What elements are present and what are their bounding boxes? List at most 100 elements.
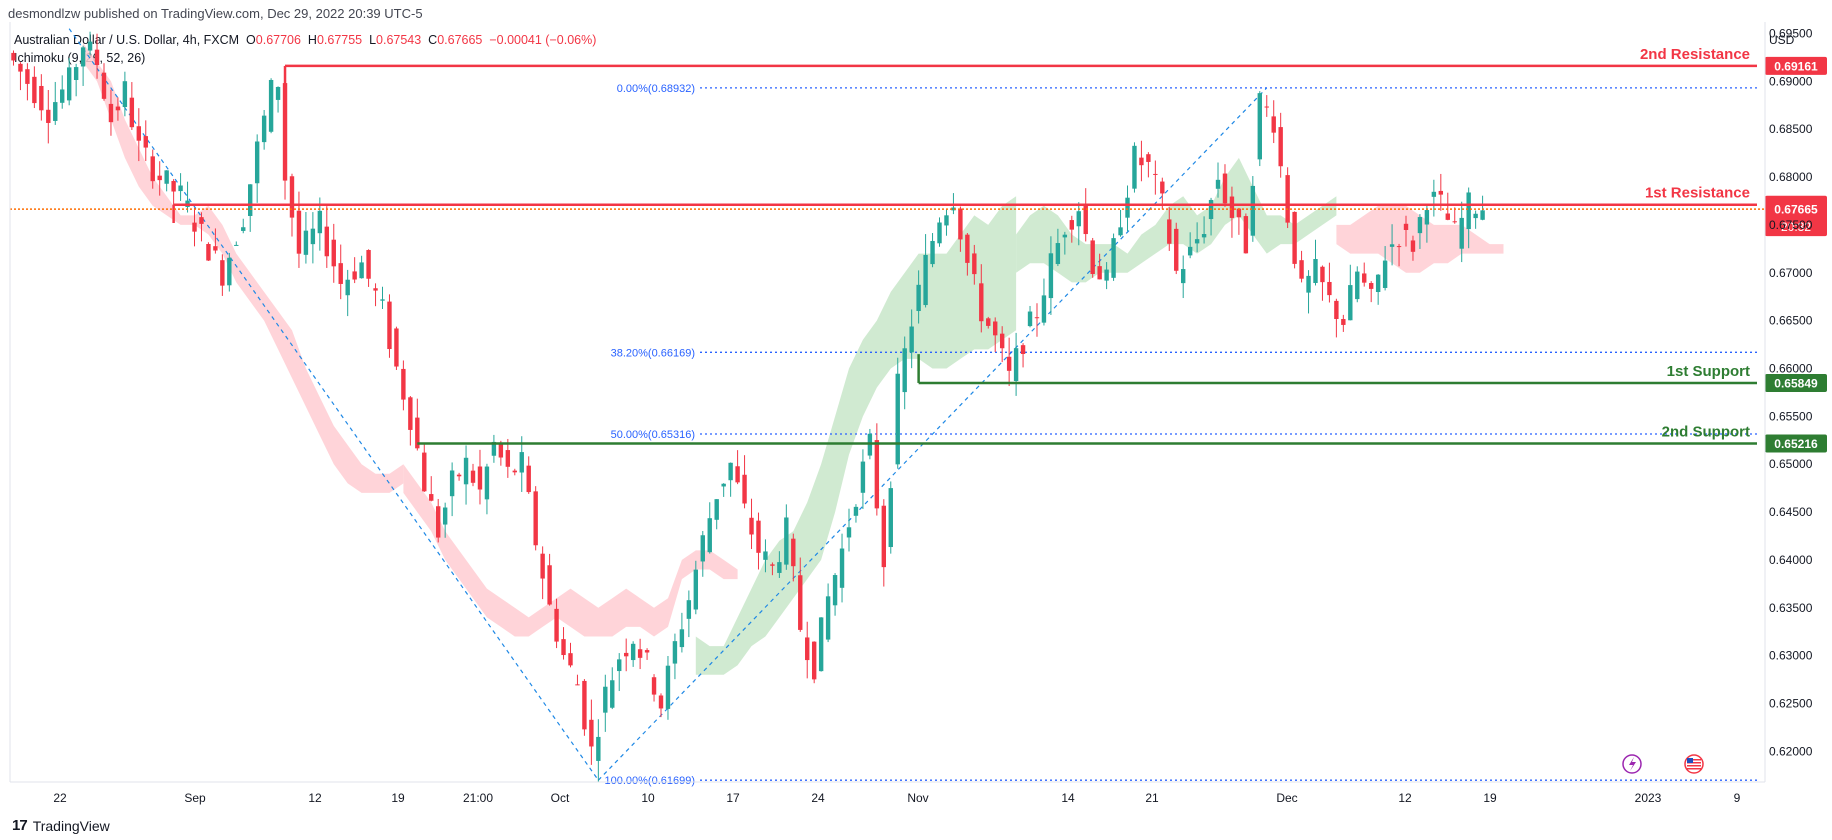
candle-body: [582, 680, 587, 730]
candle-body: [665, 665, 671, 709]
candle-body: [498, 443, 504, 458]
candle-body: [345, 279, 350, 296]
candle: [1139, 140, 1144, 182]
fib-level-label-1: 38.20%(0.66169): [611, 347, 695, 359]
candle: [115, 97, 121, 121]
candle-body: [519, 452, 524, 473]
candle: [888, 481, 893, 554]
candle-body: [449, 470, 455, 497]
y-tick-label-2: 0.68500: [1769, 122, 1813, 136]
candle-body: [1111, 238, 1116, 278]
symbol-title[interactable]: Australian Dollar / U.S. Dollar, 4h, FXC…: [14, 33, 240, 47]
candle: [129, 82, 135, 130]
cloud-segment-0: [83, 43, 404, 493]
candle-body: [171, 180, 176, 192]
candle: [944, 209, 949, 236]
candle-body: [261, 115, 267, 143]
tradingview-logo-icon: 17: [12, 817, 28, 834]
x-tick-label-8: 24: [811, 791, 825, 805]
candle: [1403, 215, 1409, 247]
candle: [561, 627, 566, 660]
candle-body: [1389, 244, 1395, 247]
candle-body: [1153, 173, 1158, 175]
candle: [157, 161, 162, 196]
candle-body: [1104, 269, 1109, 281]
candle-body: [1160, 181, 1165, 194]
candle-body: [415, 417, 420, 449]
candle-body: [422, 452, 427, 492]
candle: [324, 206, 329, 268]
candle-body: [881, 505, 887, 568]
countdown-text: 20:32: [1781, 220, 1811, 234]
candle: [665, 656, 671, 720]
candle-body: [1306, 275, 1311, 293]
candle: [1153, 160, 1158, 195]
candle-body: [742, 474, 747, 504]
candle: [317, 197, 323, 251]
candle-body: [268, 79, 274, 132]
level-label-2: 1st Support: [1667, 363, 1750, 380]
candle: [993, 317, 998, 352]
candle-body: [575, 684, 580, 686]
candle-body: [359, 262, 364, 279]
price-chart[interactable]: 0.00%(0.68932) 38.20%(0.66169) 50.00%(0.65…: [0, 0, 1832, 812]
candle: [658, 693, 664, 718]
candle-body: [73, 67, 79, 80]
candle-body: [1118, 227, 1123, 236]
candle: [610, 667, 615, 710]
candle: [227, 252, 232, 292]
candle-body: [1355, 271, 1360, 300]
candle-body: [1139, 157, 1144, 166]
candle-body: [623, 652, 629, 657]
candle: [213, 228, 218, 254]
candle-body: [1132, 145, 1137, 189]
flag-stripe: [1687, 765, 1701, 767]
candle: [1062, 231, 1068, 255]
y-tick-label-12: 0.63500: [1769, 601, 1813, 615]
candle: [39, 74, 44, 121]
x-tick-label-14: 19: [1483, 791, 1497, 805]
candle: [463, 445, 469, 505]
candle-body: [805, 637, 810, 661]
candle: [53, 81, 58, 125]
candle-body: [1090, 240, 1095, 275]
x-tick-label-0: 22: [53, 791, 67, 805]
candle: [101, 63, 107, 101]
y-tick-label-11: 0.64000: [1769, 553, 1813, 567]
candle-body: [1424, 210, 1430, 225]
candle: [1215, 162, 1221, 198]
y-tick-label-3: 0.68000: [1769, 170, 1813, 184]
candle-body: [324, 226, 329, 257]
footer-brand[interactable]: 17 TradingView: [12, 817, 110, 834]
candle-body: [818, 617, 824, 672]
candle-body: [1348, 285, 1353, 321]
candle: [972, 244, 977, 285]
flag-canton: [1687, 758, 1693, 763]
candle-body: [972, 253, 977, 275]
candle-body: [798, 575, 803, 630]
candle-body: [46, 109, 51, 123]
x-tick-label-16: 9: [1734, 791, 1741, 805]
candle-body: [777, 562, 782, 573]
candle: [1146, 152, 1151, 178]
candle: [540, 546, 545, 600]
candle-body: [1201, 234, 1207, 238]
candle: [261, 109, 267, 150]
candle-body: [366, 250, 371, 279]
indicator-legend[interactable]: Ichimoku (9, 26, 52, 26): [14, 51, 146, 65]
candle-body: [157, 175, 162, 181]
candle-body: [289, 176, 295, 218]
close-label: C: [428, 33, 438, 47]
candle: [979, 264, 984, 333]
candle: [1375, 274, 1381, 305]
candle: [46, 90, 51, 144]
candle: [87, 31, 93, 56]
candle: [784, 504, 789, 570]
low-value: 0.67543: [376, 33, 422, 47]
candle-body: [1167, 219, 1172, 244]
candle-body: [1027, 311, 1033, 327]
candle-body: [1069, 220, 1074, 230]
candle: [1229, 186, 1235, 238]
candle: [296, 191, 302, 268]
